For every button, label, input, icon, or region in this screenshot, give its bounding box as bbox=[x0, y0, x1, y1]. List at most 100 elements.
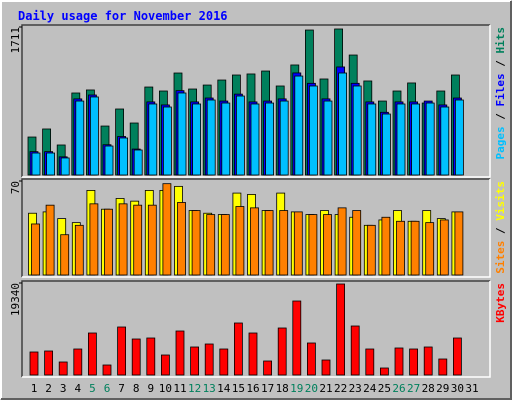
bar bbox=[131, 338, 141, 376]
x-tick-label: 22 bbox=[334, 382, 347, 395]
x-tick-label: 28 bbox=[422, 382, 435, 395]
x-tick-label: 15 bbox=[232, 382, 245, 395]
plot-bevel-light bbox=[22, 281, 491, 378]
bar bbox=[119, 137, 128, 176]
bar bbox=[279, 210, 289, 276]
bar bbox=[206, 214, 216, 276]
bar bbox=[148, 103, 158, 176]
bar bbox=[338, 72, 348, 176]
bar bbox=[452, 337, 462, 376]
x-tick-label: 24 bbox=[363, 382, 377, 395]
bar bbox=[220, 214, 230, 276]
x-tick-label: 17 bbox=[261, 382, 274, 395]
bar bbox=[104, 208, 113, 276]
x-tick-label: 20 bbox=[305, 382, 318, 395]
bar bbox=[235, 95, 245, 176]
bar bbox=[46, 152, 55, 176]
legend-entry: KBytes bbox=[494, 283, 507, 323]
bar bbox=[337, 207, 347, 276]
x-tick-label: 12 bbox=[188, 382, 201, 395]
x-tick-label: 31 bbox=[465, 382, 478, 395]
legend-separator: / bbox=[494, 54, 507, 74]
bar bbox=[277, 327, 287, 376]
x-tick-label: 13 bbox=[203, 382, 216, 395]
bar bbox=[323, 214, 332, 276]
bar bbox=[379, 367, 389, 376]
bar bbox=[365, 348, 375, 376]
x-tick-label: 2 bbox=[45, 382, 52, 395]
x-tick-label: 7 bbox=[118, 382, 125, 395]
bar bbox=[133, 204, 143, 276]
plot-bevel-dark bbox=[21, 24, 490, 177]
bar bbox=[90, 96, 99, 176]
bar bbox=[410, 220, 420, 276]
bar bbox=[177, 92, 187, 176]
bar bbox=[321, 359, 331, 376]
bar bbox=[175, 330, 185, 376]
x-tick-label: 26 bbox=[392, 382, 405, 395]
x-tick-label: 18 bbox=[276, 382, 289, 395]
legend-separator: / bbox=[494, 221, 507, 241]
x-tick-label: 5 bbox=[89, 382, 96, 395]
bar bbox=[423, 346, 433, 376]
plot-bevel-dark bbox=[21, 178, 490, 277]
bar bbox=[265, 102, 275, 176]
legend: Pages / Files / Hits bbox=[494, 27, 507, 160]
bar bbox=[233, 322, 243, 376]
legend-entry: Visits bbox=[494, 181, 507, 221]
bar bbox=[133, 149, 143, 176]
bar bbox=[292, 300, 302, 376]
bar bbox=[381, 216, 391, 276]
bar bbox=[45, 204, 55, 276]
bar bbox=[29, 351, 39, 376]
bar bbox=[264, 210, 274, 276]
y-tick-label: 70 bbox=[9, 181, 22, 194]
x-tick-label: 6 bbox=[104, 382, 111, 395]
x-tick-label: 21 bbox=[319, 382, 332, 395]
bar bbox=[454, 99, 464, 176]
bar bbox=[102, 364, 112, 376]
bar bbox=[308, 85, 318, 176]
bar bbox=[206, 99, 216, 176]
x-tick-label: 19 bbox=[290, 382, 303, 395]
bar bbox=[204, 343, 214, 376]
x-tick-label: 9 bbox=[147, 382, 154, 395]
bar bbox=[89, 203, 99, 276]
bar bbox=[235, 206, 245, 276]
legend-entry: Hits bbox=[494, 27, 507, 54]
bar bbox=[162, 183, 172, 276]
bar bbox=[279, 100, 289, 176]
bar bbox=[31, 152, 41, 176]
bar bbox=[191, 210, 201, 276]
x-tick-label: 14 bbox=[217, 382, 231, 395]
y-tick-label: 1711 bbox=[9, 27, 22, 54]
bar bbox=[177, 202, 186, 276]
plot-bevel-light bbox=[22, 179, 491, 278]
x-tick-label: 8 bbox=[133, 382, 140, 395]
bar bbox=[248, 332, 258, 376]
x-tick-label: 1 bbox=[31, 382, 38, 395]
bar bbox=[75, 100, 85, 176]
chart-title: Daily usage for November 2016 bbox=[18, 9, 228, 23]
bar bbox=[409, 348, 419, 376]
x-tick-label: 3 bbox=[60, 382, 67, 395]
bar bbox=[425, 222, 435, 276]
bar bbox=[440, 106, 450, 176]
x-tick-label: 27 bbox=[407, 382, 420, 395]
bar bbox=[454, 211, 464, 276]
plot-bevel-light bbox=[22, 25, 491, 178]
legend: KBytes bbox=[494, 283, 507, 323]
bar bbox=[308, 214, 318, 276]
bar bbox=[190, 346, 200, 376]
bar bbox=[367, 103, 377, 176]
bar bbox=[381, 113, 391, 176]
bar bbox=[221, 102, 231, 176]
bar bbox=[162, 106, 172, 176]
x-tick-label: 30 bbox=[451, 382, 464, 395]
bar bbox=[352, 85, 362, 176]
bar bbox=[439, 219, 449, 276]
legend-entry: Pages bbox=[494, 126, 507, 159]
